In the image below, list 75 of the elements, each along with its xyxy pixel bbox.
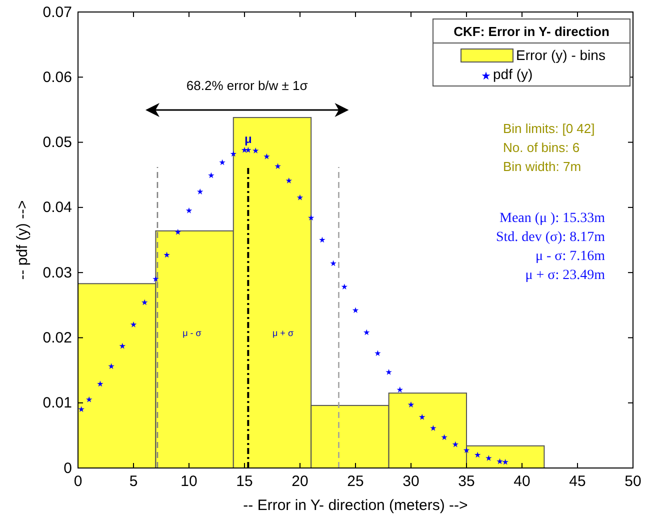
- annotation: 68.2% error b/w ± 1σ: [186, 78, 308, 93]
- x-tick-label: 20: [292, 473, 308, 490]
- point: [252, 147, 259, 154]
- point: [152, 276, 159, 282]
- point: [264, 153, 270, 160]
- annotation: Bin width: 7m: [503, 159, 582, 174]
- point: [296, 194, 304, 200]
- x-tick-label: 45: [569, 473, 586, 490]
- point: [196, 188, 204, 194]
- point: [418, 414, 426, 420]
- point: [230, 150, 237, 157]
- x-tick-label: 5: [129, 473, 138, 490]
- y-tick-label: 0: [64, 460, 72, 477]
- annotation: μ - σ: 7.16m: [536, 249, 606, 264]
- point: [452, 441, 459, 448]
- annotation: No. of bins: 6: [503, 140, 580, 155]
- point: [341, 284, 348, 290]
- point: [97, 380, 104, 387]
- y-tick-label: 0.04: [42, 199, 72, 216]
- point: [245, 146, 252, 153]
- y-tick-label: 0.05: [42, 134, 72, 152]
- point: [430, 424, 436, 431]
- point: [496, 458, 503, 464]
- point: [241, 146, 248, 153]
- legend-label: pdf (y): [493, 66, 533, 82]
- point: [474, 452, 481, 458]
- legend-label: Error (y) - bins: [516, 47, 606, 63]
- point: [274, 163, 281, 170]
- point: [441, 434, 448, 440]
- y-tick-label: 0.07: [42, 4, 72, 21]
- point: [396, 386, 404, 392]
- point: [78, 406, 84, 412]
- x-tick-label: 40: [514, 473, 530, 490]
- x-tick-label: 15: [236, 473, 253, 490]
- point: [130, 321, 137, 328]
- ref-line-label: μ: [244, 132, 252, 146]
- annotation: μ + σ: 23.49m: [525, 268, 606, 283]
- annotation: μ - σ: [182, 328, 202, 338]
- x-tick-label: 50: [624, 473, 642, 490]
- point: [352, 307, 359, 313]
- annotation: Bin limits: [0 42]: [503, 121, 595, 136]
- point: [119, 342, 126, 349]
- annotation: Mean (μ ): 15.33m: [500, 211, 606, 226]
- y-axis-title: -- pdf (y) -->: [14, 200, 31, 280]
- y-tick-label: 0.02: [42, 330, 72, 347]
- point: [386, 368, 392, 375]
- point: [319, 236, 326, 243]
- x-axis-title: -- Error in Y- direction (meters) -->: [243, 497, 468, 514]
- point: [486, 454, 492, 461]
- y-tick-label: 0.03: [42, 264, 72, 282]
- point: [164, 252, 170, 258]
- point: [141, 299, 148, 306]
- point: [374, 350, 381, 356]
- x-tick-label: 35: [458, 473, 475, 490]
- point: [108, 363, 114, 370]
- point: [86, 396, 92, 402]
- x-tick-label: 30: [402, 473, 420, 490]
- x-tick-label: 25: [347, 473, 364, 490]
- y-tick-label: 0.06: [42, 68, 72, 86]
- point: [286, 177, 292, 184]
- point: [219, 159, 226, 166]
- annotation: Std. dev (σ): 8.17m: [496, 230, 606, 245]
- x-tick-label: 0: [74, 473, 82, 490]
- y-tick-label: 0.01: [42, 394, 72, 412]
- point: [502, 458, 508, 465]
- point: [308, 214, 314, 220]
- point: [186, 207, 192, 214]
- annotation: μ + σ: [272, 328, 294, 338]
- point: [330, 260, 336, 266]
- point: [363, 329, 370, 336]
- x-tick-label: 10: [180, 473, 198, 490]
- point: [463, 447, 470, 454]
- point: [174, 228, 182, 235]
- point: [208, 172, 214, 178]
- legend-title: CKF: Error in Y- direction: [454, 24, 610, 39]
